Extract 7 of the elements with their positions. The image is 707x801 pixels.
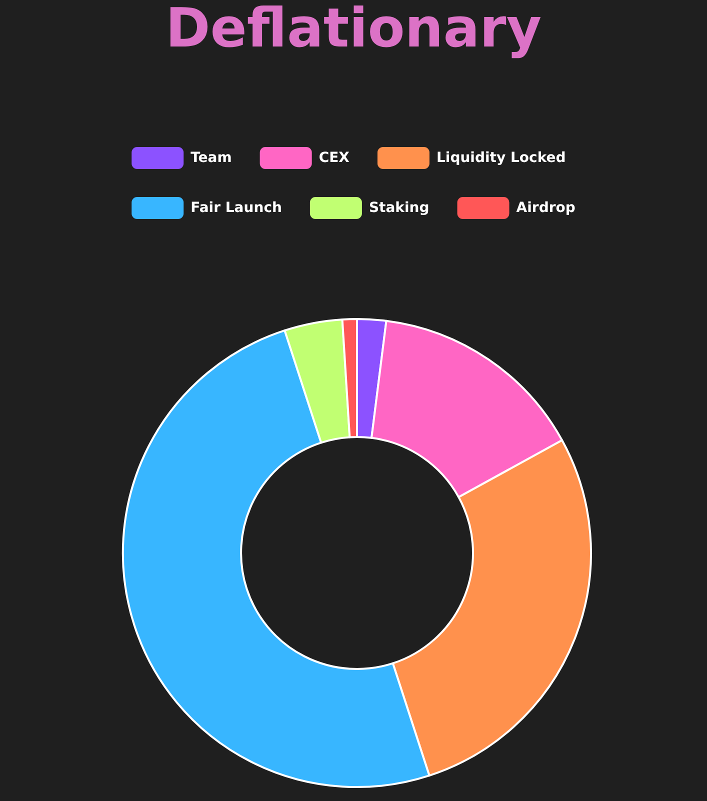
legend-label: CEX — [318, 150, 350, 166]
legend-label: Staking — [368, 200, 430, 216]
legend-label: Liquidity Locked — [436, 150, 566, 166]
chart-title: Deflationary — [165, 0, 542, 60]
legend-label: Team — [190, 150, 232, 166]
legend-label: Airdrop — [516, 200, 576, 216]
legend-label: Fair Launch — [190, 200, 282, 216]
